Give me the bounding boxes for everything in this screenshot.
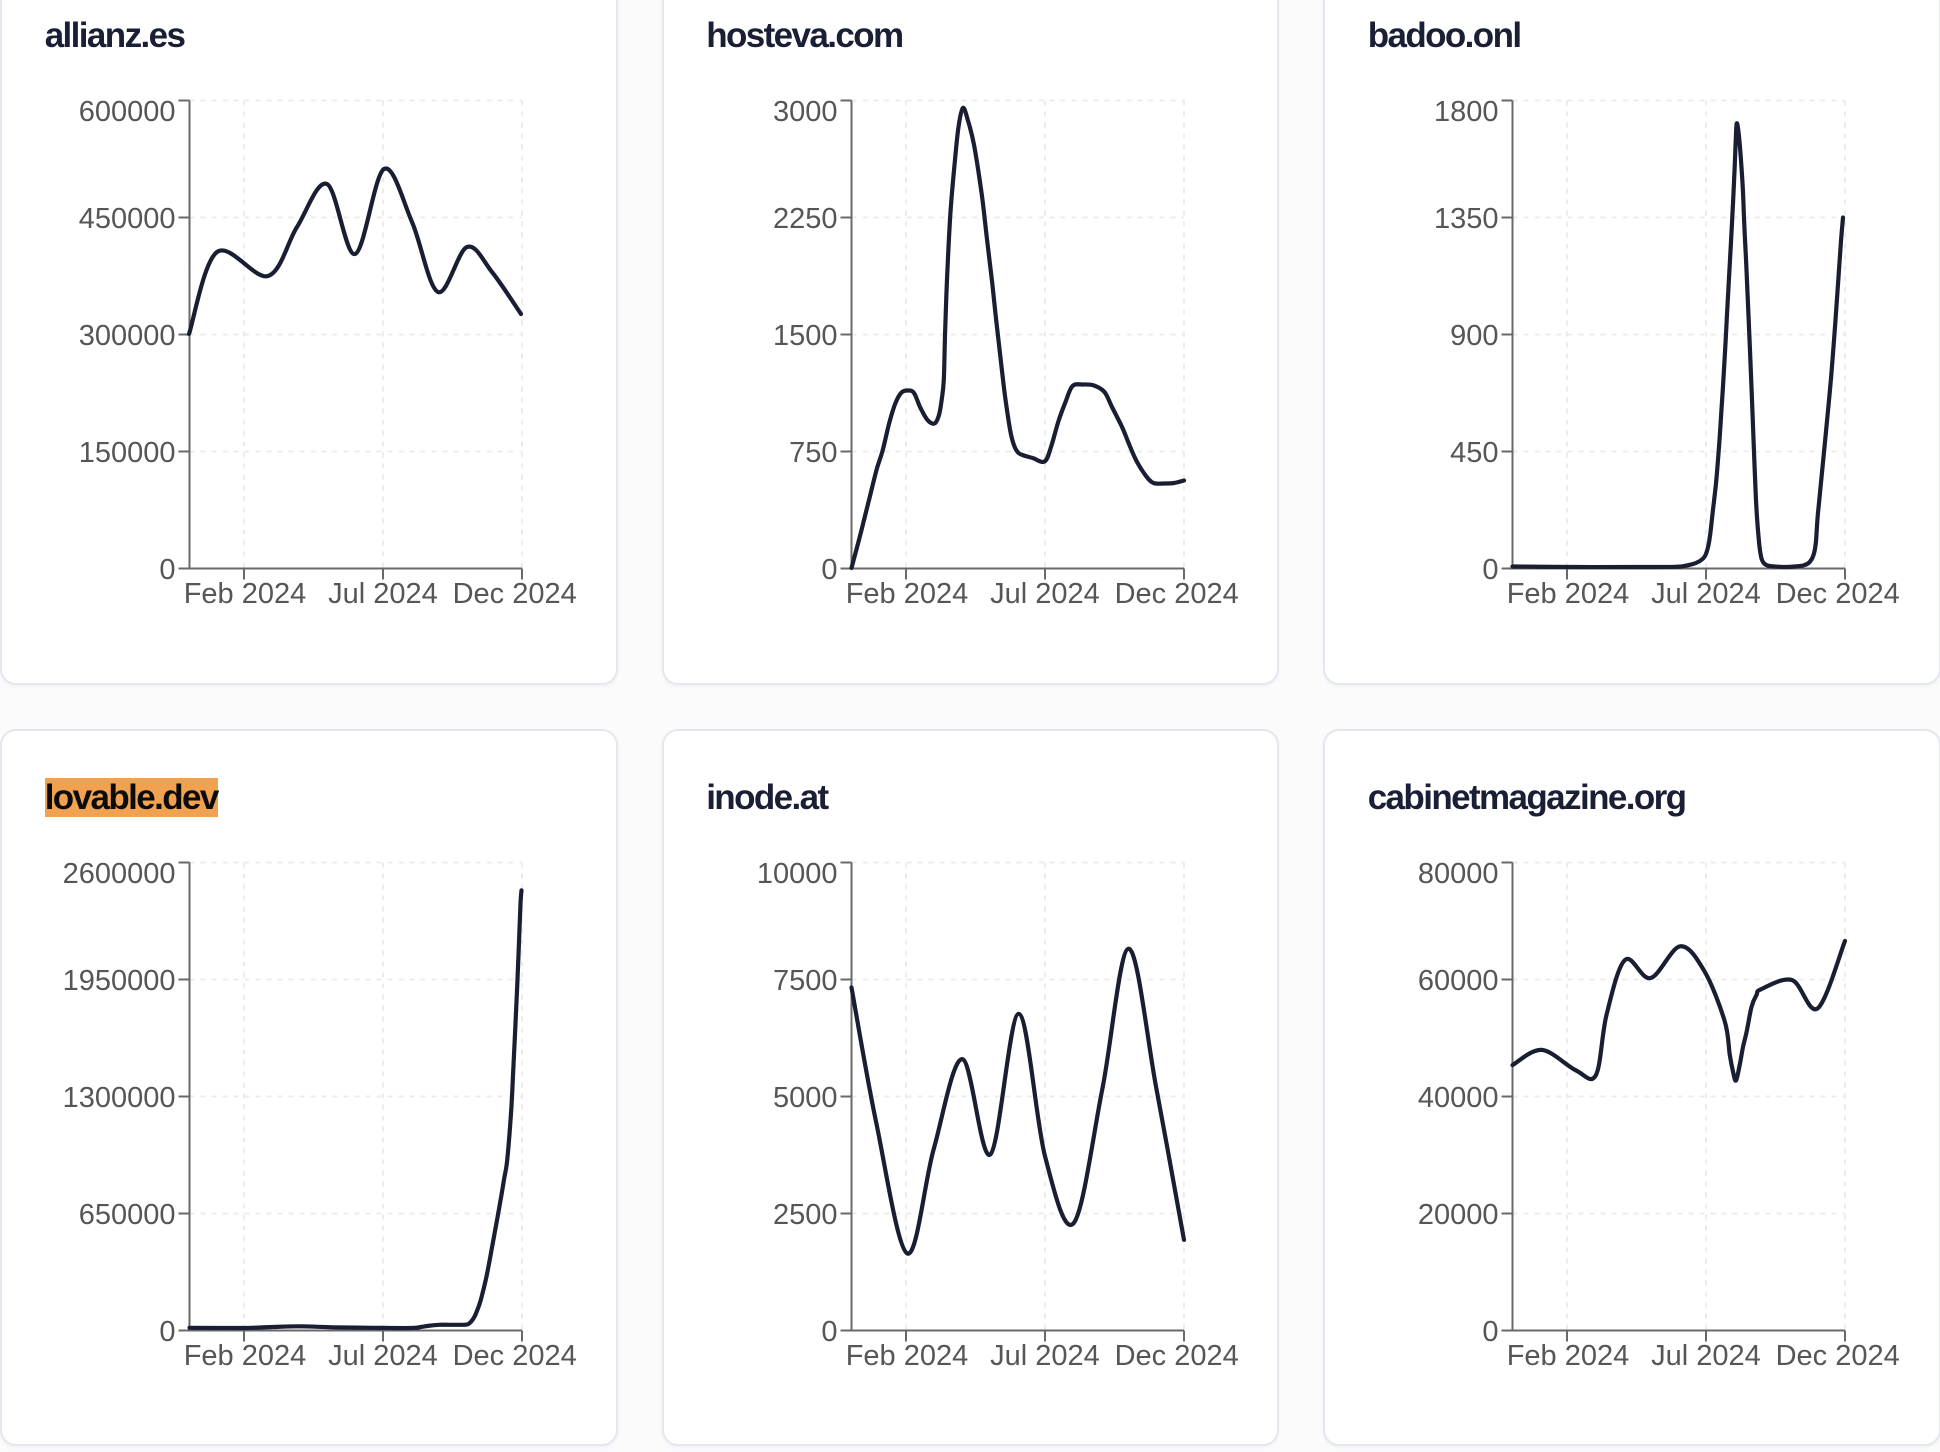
svg-text:20000: 20000 xyxy=(1418,1199,1499,1231)
svg-text:Jul 2024: Jul 2024 xyxy=(328,578,438,610)
svg-text:750: 750 xyxy=(789,437,837,469)
svg-text:Dec 2024: Dec 2024 xyxy=(453,578,577,610)
svg-text:Feb 2024: Feb 2024 xyxy=(1507,1340,1630,1372)
svg-text:60000: 60000 xyxy=(1418,965,1499,997)
svg-text:1500: 1500 xyxy=(772,320,837,352)
svg-text:Feb 2024: Feb 2024 xyxy=(1507,578,1630,610)
svg-text:5000: 5000 xyxy=(772,1082,837,1114)
svg-text:650000: 650000 xyxy=(79,1199,176,1231)
svg-text:150000: 150000 xyxy=(79,437,176,469)
svg-text:1950000: 1950000 xyxy=(63,965,176,997)
svg-text:3000: 3000 xyxy=(772,96,837,128)
svg-text:Dec 2024: Dec 2024 xyxy=(1776,578,1900,610)
svg-text:0: 0 xyxy=(1482,554,1498,586)
svg-text:40000: 40000 xyxy=(1418,1082,1499,1114)
svg-text:80000: 80000 xyxy=(1418,857,1499,889)
svg-text:300000: 300000 xyxy=(79,320,176,352)
svg-text:Feb 2024: Feb 2024 xyxy=(845,1340,968,1372)
svg-text:1350: 1350 xyxy=(1434,203,1499,235)
svg-text:Feb 2024: Feb 2024 xyxy=(184,578,307,610)
svg-text:450000: 450000 xyxy=(79,203,176,235)
svg-text:900: 900 xyxy=(1450,320,1498,352)
svg-text:450: 450 xyxy=(1450,437,1498,469)
svg-text:2500: 2500 xyxy=(772,1199,837,1231)
svg-text:7500: 7500 xyxy=(772,965,837,997)
svg-text:10000: 10000 xyxy=(756,857,837,889)
svg-text:Jul 2024: Jul 2024 xyxy=(1651,578,1761,610)
svg-text:Dec 2024: Dec 2024 xyxy=(1114,578,1238,610)
svg-text:Dec 2024: Dec 2024 xyxy=(1114,1340,1238,1372)
svg-text:Jul 2024: Jul 2024 xyxy=(990,1340,1100,1372)
svg-text:2600000: 2600000 xyxy=(63,857,176,889)
svg-text:Feb 2024: Feb 2024 xyxy=(184,1340,307,1372)
svg-text:0: 0 xyxy=(159,1316,175,1348)
svg-text:Dec 2024: Dec 2024 xyxy=(1776,1340,1900,1372)
svg-text:0: 0 xyxy=(821,554,837,586)
svg-text:0: 0 xyxy=(1482,1316,1498,1348)
svg-text:Jul 2024: Jul 2024 xyxy=(990,578,1100,610)
svg-text:600000: 600000 xyxy=(79,96,176,128)
svg-text:Jul 2024: Jul 2024 xyxy=(328,1340,438,1372)
svg-text:Dec 2024: Dec 2024 xyxy=(453,1340,577,1372)
svg-text:1300000: 1300000 xyxy=(63,1082,176,1114)
svg-text:Feb 2024: Feb 2024 xyxy=(845,578,968,610)
svg-text:1800: 1800 xyxy=(1434,96,1499,128)
svg-text:Jul 2024: Jul 2024 xyxy=(1651,1340,1761,1372)
svg-text:0: 0 xyxy=(821,1316,837,1348)
svg-text:0: 0 xyxy=(159,554,175,586)
svg-text:2250: 2250 xyxy=(772,203,837,235)
